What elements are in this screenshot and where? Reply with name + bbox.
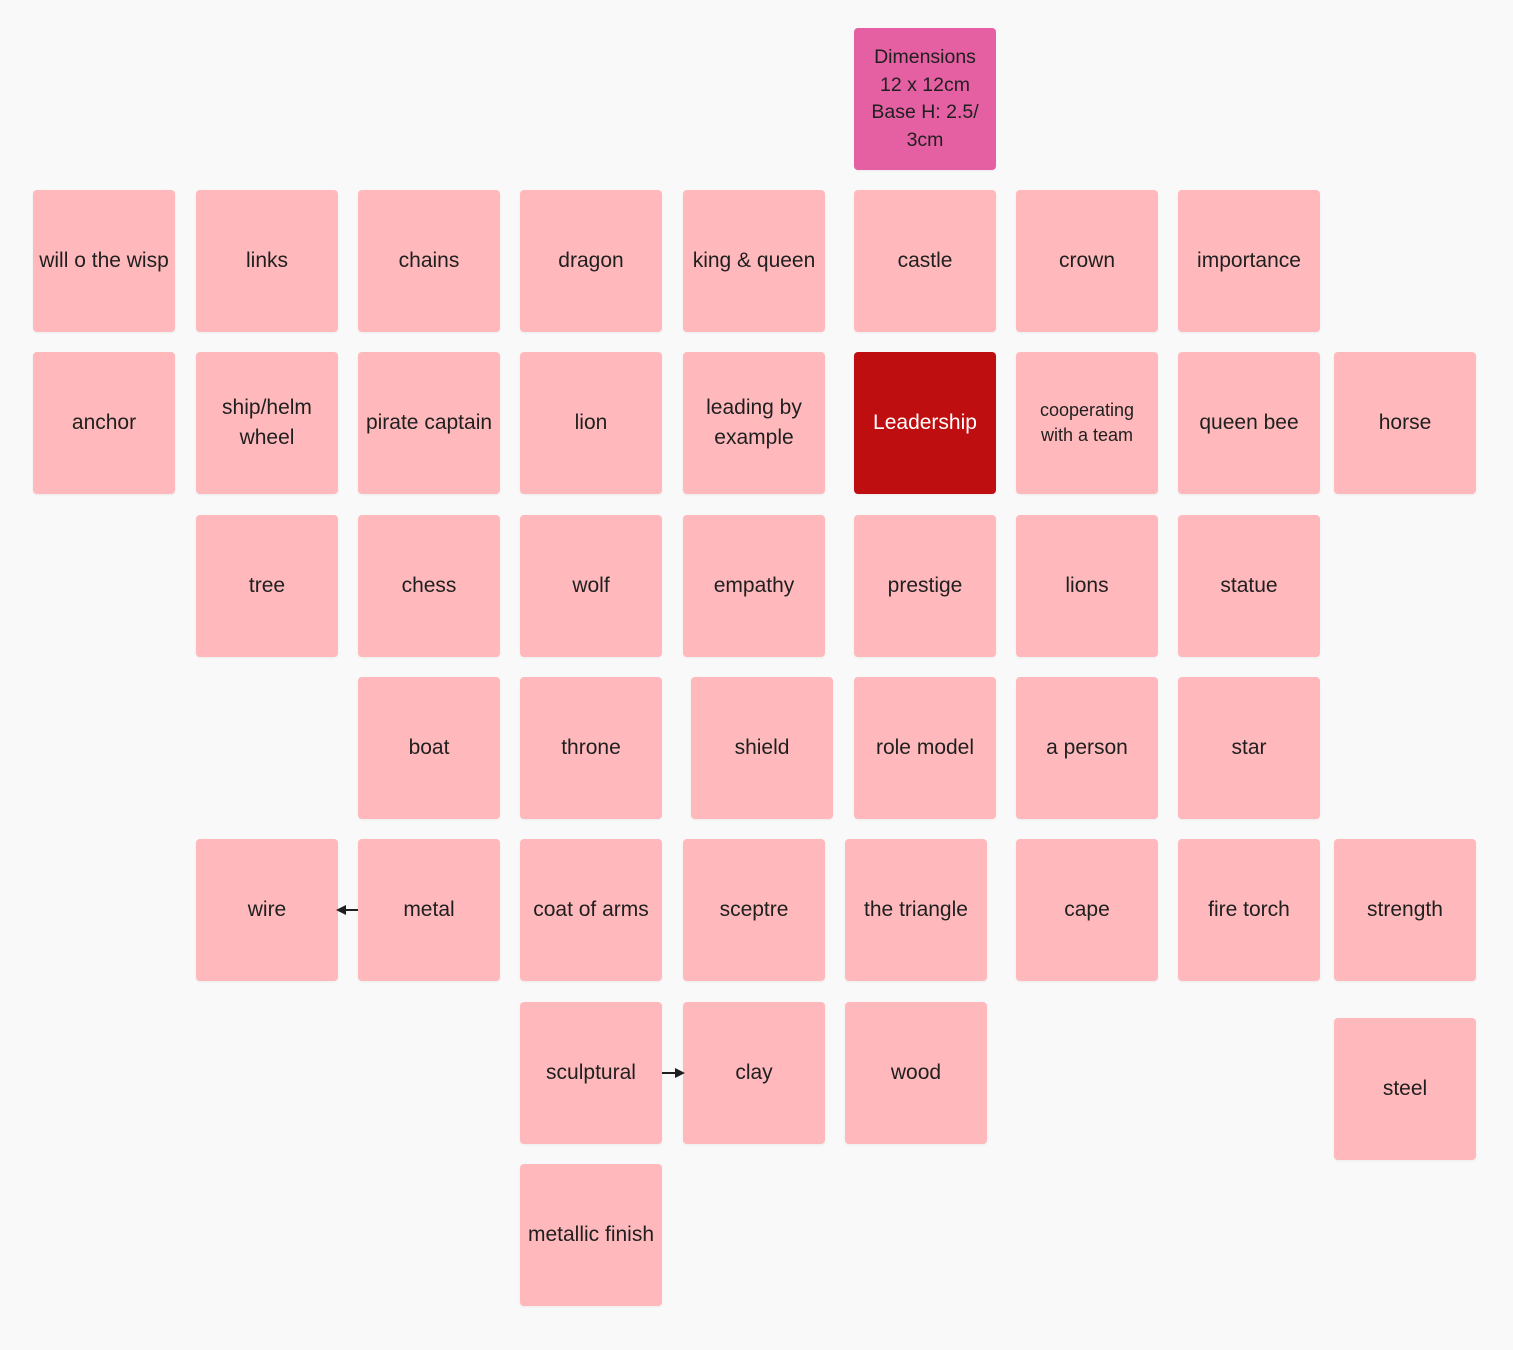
sticky-note-metal[interactable]: metal	[358, 839, 500, 981]
sticky-note-coat-of-arms[interactable]: coat of arms	[520, 839, 662, 981]
sticky-note-cooperating-with-a-team[interactable]: cooperating with a team	[1016, 352, 1158, 494]
sticky-note-queen-bee[interactable]: queen bee	[1178, 352, 1320, 494]
sticky-note-clay[interactable]: clay	[683, 1002, 825, 1144]
sticky-note-will-o-the-wisp[interactable]: will o the wisp	[33, 190, 175, 332]
sticky-note-chess[interactable]: chess	[358, 515, 500, 657]
sticky-note-sceptre[interactable]: sceptre	[683, 839, 825, 981]
sticky-note-crown[interactable]: crown	[1016, 190, 1158, 332]
sticky-note-chains[interactable]: chains	[358, 190, 500, 332]
sticky-note-shield[interactable]: shield	[691, 677, 833, 819]
sticky-note-statue[interactable]: statue	[1178, 515, 1320, 657]
sticky-note-leadership[interactable]: Leadership	[854, 352, 996, 494]
sticky-note-metallic-finish[interactable]: metallic finish	[520, 1164, 662, 1306]
sticky-note-the-triangle[interactable]: the triangle	[845, 839, 987, 981]
sticky-note-lion[interactable]: lion	[520, 352, 662, 494]
sticky-note-a-person[interactable]: a person	[1016, 677, 1158, 819]
sticky-note-dimensions[interactable]: Dimensions 12 x 12cm Base H: 2.5/ 3cm	[854, 28, 996, 170]
sticky-note-importance[interactable]: importance	[1178, 190, 1320, 332]
sticky-note-sculptural[interactable]: sculptural	[520, 1002, 662, 1144]
sticky-note-king-queen[interactable]: king & queen	[683, 190, 825, 332]
sticky-note-throne[interactable]: throne	[520, 677, 662, 819]
sticky-note-castle[interactable]: castle	[854, 190, 996, 332]
sticky-note-ship-helm-wheel[interactable]: ship/helm wheel	[196, 352, 338, 494]
sticky-note-dragon[interactable]: dragon	[520, 190, 662, 332]
sticky-note-strength[interactable]: strength	[1334, 839, 1476, 981]
sticky-note-steel[interactable]: steel	[1334, 1018, 1476, 1160]
sticky-note-pirate-captain[interactable]: pirate captain	[358, 352, 500, 494]
sticky-note-cape[interactable]: cape	[1016, 839, 1158, 981]
sticky-note-links[interactable]: links	[196, 190, 338, 332]
sticky-note-lions[interactable]: lions	[1016, 515, 1158, 657]
sticky-note-empathy[interactable]: empathy	[683, 515, 825, 657]
sticky-note-tree[interactable]: tree	[196, 515, 338, 657]
sticky-note-wolf[interactable]: wolf	[520, 515, 662, 657]
sticky-note-wood[interactable]: wood	[845, 1002, 987, 1144]
sticky-note-role-model[interactable]: role model	[854, 677, 996, 819]
sticky-note-prestige[interactable]: prestige	[854, 515, 996, 657]
sticky-note-horse[interactable]: horse	[1334, 352, 1476, 494]
sticky-note-wire[interactable]: wire	[196, 839, 338, 981]
sticky-note-leading-by-example[interactable]: leading by example	[683, 352, 825, 494]
sticky-note-fire-torch[interactable]: fire torch	[1178, 839, 1320, 981]
sticky-note-boat[interactable]: boat	[358, 677, 500, 819]
sticky-note-star[interactable]: star	[1178, 677, 1320, 819]
sticky-note-anchor[interactable]: anchor	[33, 352, 175, 494]
